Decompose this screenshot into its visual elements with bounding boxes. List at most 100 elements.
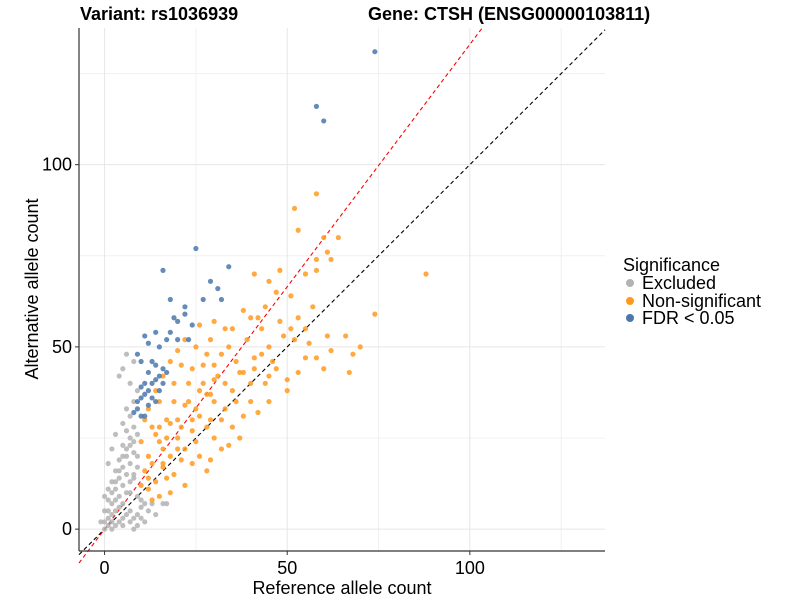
point-excluded xyxy=(120,464,126,470)
point-non-significant xyxy=(302,271,309,277)
point-non-significant xyxy=(175,446,181,452)
point-non-significant xyxy=(233,398,239,405)
point-non-significant xyxy=(266,278,272,284)
point-fdr xyxy=(134,398,141,405)
point-non-significant xyxy=(160,446,166,452)
point-non-significant xyxy=(142,468,148,474)
point-excluded xyxy=(134,453,141,459)
point-non-significant xyxy=(277,318,283,324)
point-excluded xyxy=(142,501,148,507)
point-excluded xyxy=(105,497,111,503)
point-non-significant xyxy=(138,482,144,488)
point-excluded xyxy=(105,522,111,529)
point-non-significant xyxy=(273,289,279,295)
point-non-significant xyxy=(160,460,166,467)
point-non-significant xyxy=(171,380,177,386)
point-non-significant xyxy=(185,380,192,386)
point-non-significant xyxy=(295,227,301,233)
point-excluded xyxy=(153,511,159,518)
point-excluded xyxy=(112,486,119,492)
point-fdr xyxy=(145,388,152,394)
point-fdr xyxy=(149,395,155,401)
point-non-significant xyxy=(189,366,195,372)
point-excluded xyxy=(105,460,111,467)
point-fdr xyxy=(145,369,152,376)
legend-item-excluded: Excluded xyxy=(626,273,716,293)
legend-title: Significance xyxy=(623,255,720,275)
point-excluded xyxy=(120,453,126,459)
point-excluded xyxy=(109,490,115,496)
point-fdr xyxy=(193,245,199,252)
point-excluded xyxy=(120,515,126,521)
point-excluded xyxy=(160,501,166,507)
point-non-significant xyxy=(175,435,181,441)
y-axis-title: Alternative allele count xyxy=(22,198,42,379)
point-fdr xyxy=(321,118,327,124)
point-non-significant xyxy=(313,267,320,273)
point-excluded xyxy=(127,519,133,525)
point-excluded xyxy=(120,420,126,427)
y-axis-ticks: 0 50 100 xyxy=(42,155,79,539)
point-non-significant xyxy=(346,369,352,376)
point-fdr xyxy=(138,413,144,419)
point-fdr xyxy=(153,398,159,405)
point-non-significant xyxy=(196,453,203,459)
point-excluded xyxy=(98,519,104,525)
point-non-significant xyxy=(178,424,184,430)
point-excluded xyxy=(116,373,122,379)
point-non-significant xyxy=(302,326,309,332)
point-fdr xyxy=(160,267,166,273)
point-non-significant xyxy=(204,391,210,397)
point-non-significant xyxy=(204,424,210,430)
point-fdr xyxy=(131,409,137,416)
point-excluded xyxy=(105,508,111,514)
point-non-significant xyxy=(222,380,228,386)
point-excluded xyxy=(109,501,115,507)
point-non-significant xyxy=(328,256,334,263)
point-non-significant xyxy=(288,326,294,332)
point-excluded xyxy=(131,358,137,365)
point-excluded xyxy=(131,398,137,405)
point-non-significant xyxy=(251,355,257,361)
point-fdr xyxy=(167,296,173,303)
point-fdr xyxy=(153,329,159,335)
point-non-significant xyxy=(226,442,232,448)
point-non-significant xyxy=(284,377,290,383)
point-fdr xyxy=(145,340,152,346)
legend: Significance Excluded Non-significant FD… xyxy=(623,255,761,328)
point-fdr xyxy=(153,362,159,368)
point-excluded xyxy=(127,380,133,386)
point-fdr xyxy=(156,388,162,394)
point-non-significant xyxy=(229,326,236,332)
point-non-significant xyxy=(248,380,254,386)
reference-line-identity xyxy=(78,29,606,556)
point-non-significant xyxy=(211,318,217,324)
point-non-significant xyxy=(328,347,334,354)
point-fdr xyxy=(226,264,232,270)
chart-title-variant: Variant: rs1036939 xyxy=(80,4,238,24)
point-excluded xyxy=(105,486,111,492)
point-fdr xyxy=(134,406,141,412)
point-non-significant xyxy=(189,460,195,467)
point-excluded xyxy=(101,493,108,499)
point-fdr xyxy=(215,285,221,292)
point-non-significant xyxy=(222,406,228,412)
point-excluded xyxy=(116,475,122,481)
point-non-significant xyxy=(145,453,152,459)
point-excluded xyxy=(109,446,115,452)
y-tick-label: 50 xyxy=(52,337,72,357)
point-non-significant xyxy=(149,424,155,430)
point-excluded xyxy=(123,446,130,452)
point-non-significant xyxy=(218,417,225,423)
point-non-significant xyxy=(295,315,301,321)
point-non-significant xyxy=(306,340,312,346)
point-non-significant xyxy=(211,362,217,368)
point-non-significant xyxy=(321,234,327,241)
point-non-significant xyxy=(182,482,188,488)
point-non-significant xyxy=(280,333,287,339)
point-fdr xyxy=(171,315,177,321)
point-fdr xyxy=(142,391,148,397)
legend-key-non-significant xyxy=(626,297,634,305)
point-non-significant xyxy=(211,398,217,405)
